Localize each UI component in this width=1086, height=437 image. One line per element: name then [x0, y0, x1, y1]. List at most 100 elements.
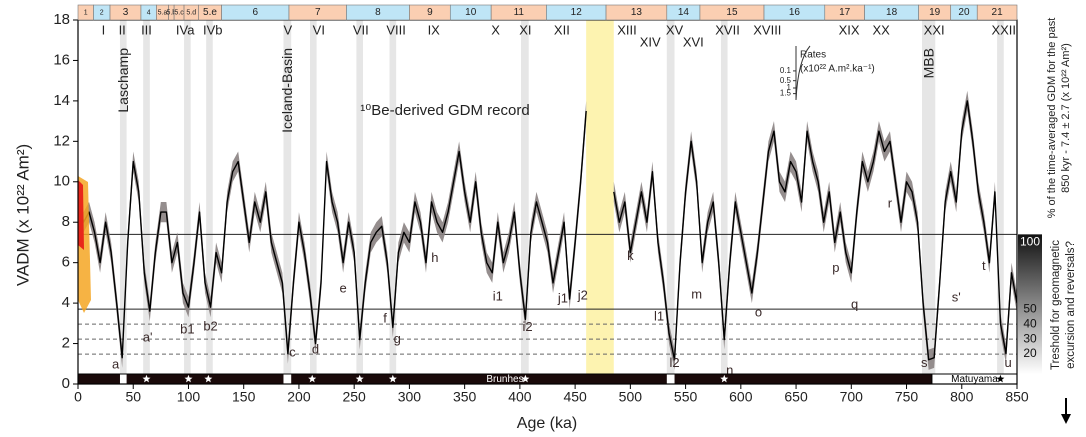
annotation: l1 — [654, 309, 664, 324]
annotation: p — [832, 260, 839, 275]
y-tick-label: 0 — [62, 375, 70, 392]
rates-tick-label: 1 — [787, 83, 792, 92]
excursion-label: XVII — [715, 22, 740, 37]
excursion-star — [521, 374, 530, 383]
excursion-label: XV — [666, 22, 684, 37]
x-tick-label: 250 — [342, 389, 366, 405]
excursion-band — [119, 20, 127, 374]
rates-tick-label: 1.5 — [780, 89, 792, 98]
polarity-label: Matuyama — [951, 374, 998, 385]
excursion-band — [666, 20, 675, 374]
excursion-band — [997, 20, 1004, 374]
excursion-star — [996, 374, 1005, 383]
excursion-star — [355, 374, 364, 383]
stage-label: 10 — [465, 7, 477, 18]
excursion-band — [720, 20, 728, 374]
polarity-gap — [119, 374, 127, 384]
y-tick-label: 12 — [53, 132, 70, 149]
annotation: i1 — [493, 288, 503, 303]
x-tick-label: 850 — [1005, 389, 1029, 405]
plot-frame — [77, 19, 1018, 385]
x-tick-label: 150 — [232, 389, 256, 405]
x-tick-label: 100 — [177, 389, 201, 405]
excursion-label: III — [141, 22, 152, 37]
y2-axis-title: 850 kyr - 7.4 ± 2.7 (x 10²² Am²) — [1060, 43, 1072, 193]
excursion-label: II — [119, 22, 126, 37]
y-tick-label: 16 — [53, 51, 70, 68]
percent-label: 30 — [1023, 331, 1037, 345]
rates-wedge — [795, 45, 811, 101]
stage-label: 3 — [123, 7, 129, 18]
stage-label: 13 — [631, 7, 643, 18]
stage-label: 14 — [678, 7, 690, 18]
annotation: a' — [143, 330, 153, 345]
annotation: n — [726, 362, 733, 377]
excursion-label: VII — [353, 22, 369, 37]
stage-label: 4 — [147, 9, 151, 16]
x-tick-label: 0 — [74, 389, 82, 405]
rates-tick-label: 0.1 — [780, 66, 792, 75]
annotation: u — [1005, 355, 1012, 370]
annotation: g — [394, 331, 401, 346]
annotation: l2 — [669, 355, 679, 370]
x-tick-label: 750 — [895, 389, 919, 405]
x-tick-label: 300 — [398, 389, 422, 405]
down-arrow — [1061, 398, 1071, 424]
excursion-band — [143, 20, 150, 374]
annotation: r — [888, 195, 893, 210]
stage-label: 17 — [839, 7, 851, 18]
annotation: i2 — [523, 319, 533, 334]
y-tick-label: 4 — [62, 294, 70, 311]
background-layer — [78, 20, 1017, 374]
stage-label: 5.c — [174, 9, 184, 16]
red-record — [78, 180, 84, 250]
excursion-label: XI — [519, 22, 531, 37]
polarity-gap — [666, 374, 675, 384]
excursion-band — [520, 20, 529, 374]
stage-label: 5.a — [158, 9, 168, 16]
excursion-label: XII — [554, 22, 570, 37]
annotation: f — [383, 311, 387, 326]
stage-label: 19 — [929, 7, 941, 18]
x-tick-label: 450 — [563, 389, 587, 405]
excursion-star — [720, 374, 729, 383]
excursion-label: XXII — [991, 22, 1016, 37]
stage-label: 9 — [427, 7, 433, 18]
rates-tick-label: 0.5 — [780, 76, 792, 85]
excursion-star — [204, 374, 213, 383]
highlight-band — [586, 20, 614, 374]
annotation: m — [691, 286, 702, 301]
excursion-band — [356, 20, 364, 374]
y-tick-label: 14 — [53, 92, 70, 109]
threshold-gradient — [1018, 234, 1042, 374]
annotation: o — [755, 305, 762, 320]
stage-label: 6 — [253, 7, 259, 18]
x-tick-label: 200 — [287, 389, 311, 405]
stage-label: 5.e — [203, 7, 217, 18]
excursion-label: XVIII — [753, 22, 781, 37]
excursion-label: XIII — [617, 22, 637, 37]
stage-label: 5.b — [166, 9, 176, 16]
rates-unit: (x10²² A.m².ka⁻¹) — [800, 64, 875, 75]
x-tick-label: 400 — [508, 389, 532, 405]
excursion-label: XX — [872, 22, 890, 37]
stage-label: 1 — [84, 9, 88, 16]
event-name: Iceland-Basin — [279, 48, 295, 133]
percent-label: 20 — [1023, 346, 1037, 360]
excursion-label: XXI — [924, 22, 945, 37]
stage-label: 11 — [514, 7, 525, 18]
excursion-label: IVb — [203, 22, 223, 37]
annotation: q — [851, 297, 858, 312]
excursion-label: XIX — [839, 22, 860, 37]
annotation: j1 — [557, 291, 568, 306]
x-axis-title: Age (ka) — [517, 415, 577, 432]
annotation: b1 — [180, 321, 194, 336]
stage-label: 15 — [726, 7, 738, 18]
annotation: b2 — [203, 318, 217, 333]
excursion-label: X — [491, 22, 500, 37]
y-tick-label: 18 — [53, 11, 70, 28]
excursion-label: VI — [313, 22, 325, 37]
y-tick-label: 10 — [53, 173, 70, 190]
stage-label: 20 — [958, 7, 970, 18]
threshold-title: Treshold for geomagnetic — [1050, 240, 1062, 370]
